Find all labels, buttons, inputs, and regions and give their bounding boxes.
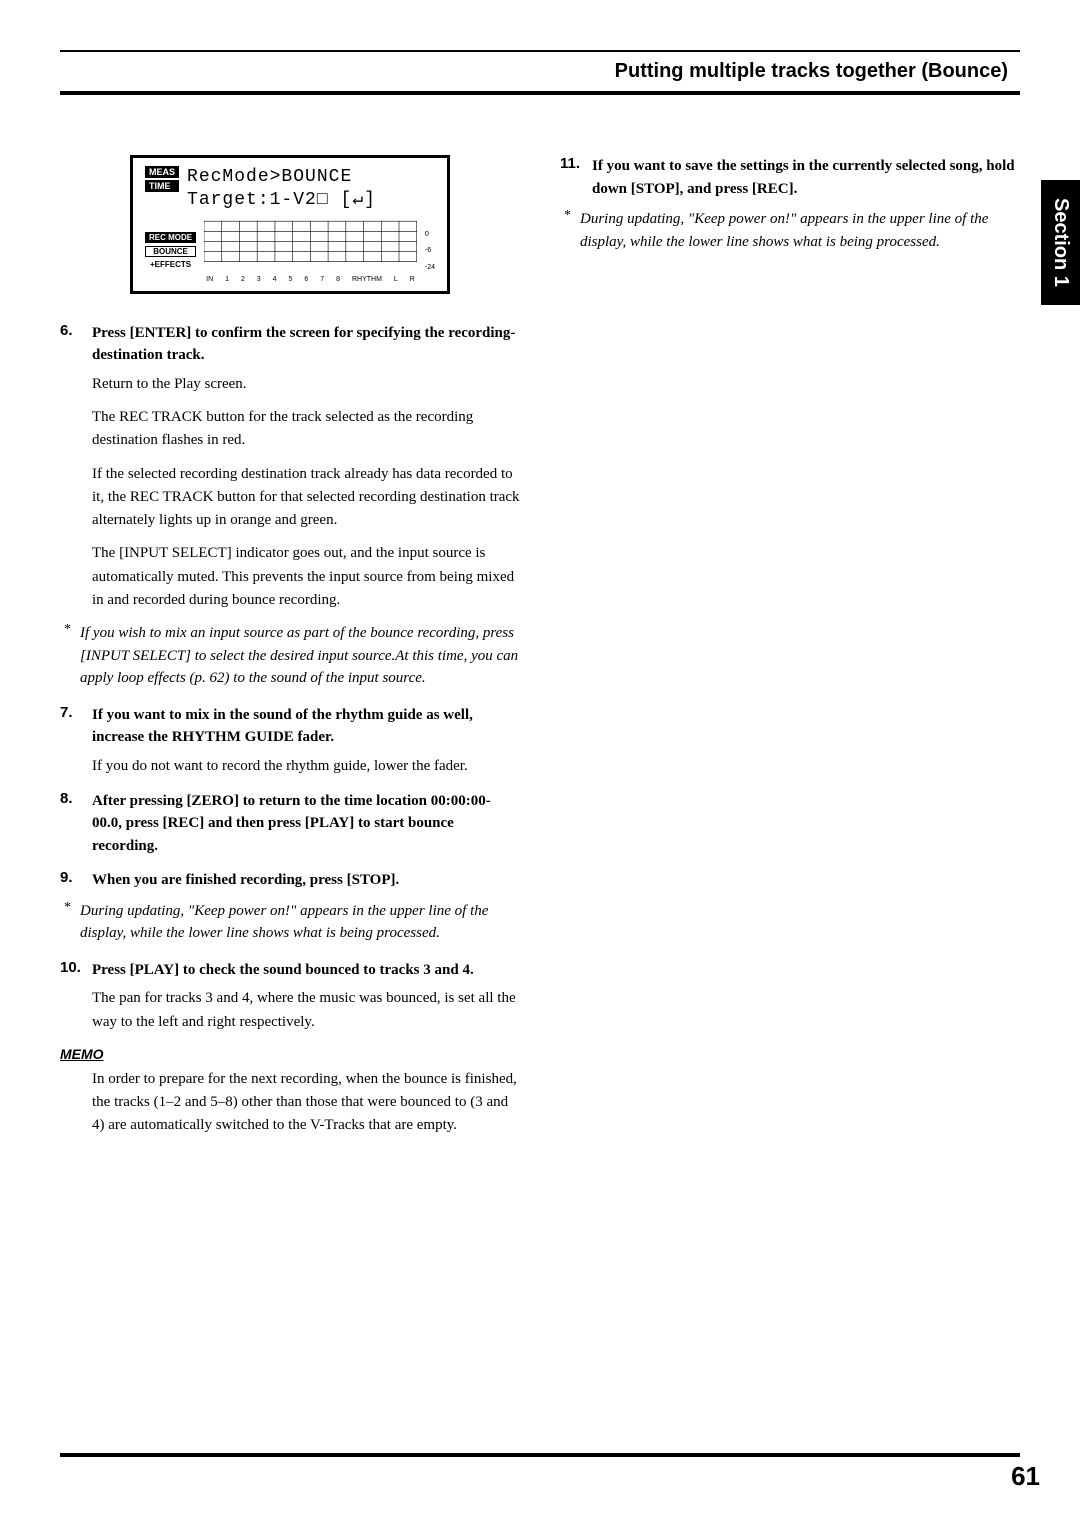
right-column: 11. If you want to save the settings in … — [560, 155, 1020, 1152]
step-10-num: 10. — [60, 959, 92, 982]
step-7: 7. If you want to mix in the sound of th… — [60, 704, 520, 778]
lcd-meas-label: MEAS — [145, 166, 179, 178]
lcd-mode-labels: REC MODE BOUNCE +EFFECTS — [145, 232, 196, 269]
step-7-p1: If you do not want to record the rhythm … — [92, 755, 520, 778]
step-6-bold: Press [ENTER] to confirm the screen for … — [92, 322, 520, 367]
step-11-num: 11. — [560, 155, 592, 200]
lcd-axis-8: 8 — [336, 276, 340, 283]
step-8-num: 8. — [60, 790, 92, 858]
step-8-bold: After pressing [ZERO] to return to the t… — [92, 790, 520, 858]
step-6-p2: The REC TRACK button for the track selec… — [92, 406, 520, 453]
lcd-meas-time-labels: MEAS TIME — [145, 166, 179, 192]
step-11: 11. If you want to save the settings in … — [560, 155, 1020, 253]
step-9-note: * During updating, "Keep power on!" appe… — [60, 900, 520, 945]
step-8: 8. After pressing [ZERO] to return to th… — [60, 790, 520, 858]
step-10-bold: Press [PLAY] to check the sound bounced … — [92, 959, 474, 982]
step-6-head: 6. Press [ENTER] to confirm the screen f… — [60, 322, 520, 367]
step-9-bold: When you are finished recording, press [… — [92, 869, 399, 892]
page-frame: Putting multiple tracks together (Bounce… — [60, 50, 1020, 1487]
lcd-axis-4: 4 — [273, 276, 277, 283]
lcd-bottom-area: REC MODE BOUNCE +EFFECTS — [145, 219, 435, 283]
step-7-num: 7. — [60, 704, 92, 749]
step-7-head: 7. If you want to mix in the sound of th… — [60, 704, 520, 749]
step-9: 9. When you are finished recording, pres… — [60, 869, 520, 945]
lcd-axis-3: 3 — [257, 276, 261, 283]
step-9-note-text: During updating, "Keep power on!" appear… — [80, 900, 520, 945]
step-6-p4: The [INPUT SELECT] indicator goes out, a… — [92, 542, 520, 612]
step-11-note: * During updating, "Keep power on!" appe… — [560, 208, 1020, 253]
step-11-bold: If you want to save the settings in the … — [592, 155, 1020, 200]
lcd-text-block: RecMode>BOUNCE Target:1-V2□ [↵] — [187, 166, 376, 213]
lcd-scale-6: -6 — [425, 247, 435, 254]
note-star-icon: * — [60, 900, 80, 945]
header-bar: Putting multiple tracks together (Bounce… — [60, 50, 1020, 95]
memo-block: MEMO In order to prepare for the next re… — [60, 1046, 520, 1138]
lcd-meter-grid: IN 1 2 3 4 5 6 7 8 RHYTHM L R — [204, 219, 417, 283]
step-6-note: * If you wish to mix an input source as … — [60, 622, 520, 690]
step-11-note-text: During updating, "Keep power on!" appear… — [580, 208, 1020, 253]
step-10: 10. Press [PLAY] to check the sound boun… — [60, 959, 520, 1034]
note-star-icon: * — [60, 622, 80, 690]
lcd-grid-svg — [204, 219, 417, 269]
step-6-num: 6. — [60, 322, 92, 367]
step-9-num: 9. — [60, 869, 92, 892]
lcd-line-1: RecMode>BOUNCE — [187, 166, 376, 189]
step-8-head: 8. After pressing [ZERO] to return to th… — [60, 790, 520, 858]
header-title: Putting multiple tracks together (Bounce… — [615, 60, 1020, 82]
step-6: 6. Press [ENTER] to confirm the screen f… — [60, 322, 520, 690]
lcd-recmode-label: REC MODE — [145, 232, 196, 243]
left-column: MEAS TIME RecMode>BOUNCE Target:1-V2□ [↵… — [60, 155, 520, 1152]
lcd-scale-24: -24 — [425, 264, 435, 271]
step-11-head: 11. If you want to save the settings in … — [560, 155, 1020, 200]
lcd-top-area: MEAS TIME RecMode>BOUNCE Target:1-V2□ [↵… — [145, 166, 435, 213]
step-9-head: 9. When you are finished recording, pres… — [60, 869, 520, 892]
lcd-axis-2: 2 — [241, 276, 245, 283]
step-6-note-text: If you wish to mix an input source as pa… — [80, 622, 520, 690]
lcd-axis-labels: IN 1 2 3 4 5 6 7 8 RHYTHM L R — [204, 276, 417, 283]
step-6-p1: Return to the Play screen. — [92, 373, 520, 396]
lcd-effects-label: +EFFECTS — [145, 260, 196, 269]
memo-label: MEMO — [60, 1046, 520, 1062]
lcd-axis-5: 5 — [289, 276, 293, 283]
content-columns: MEAS TIME RecMode>BOUNCE Target:1-V2□ [↵… — [60, 155, 1020, 1152]
step-10-head: 10. Press [PLAY] to check the sound boun… — [60, 959, 520, 982]
section-tab: Section 1 — [1041, 180, 1080, 305]
lcd-axis-l: L — [394, 276, 398, 283]
lcd-axis-1: 1 — [225, 276, 229, 283]
note-star-icon: * — [560, 208, 580, 253]
lcd-axis-r: R — [410, 276, 415, 283]
lcd-line-2: Target:1-V2□ [↵] — [187, 189, 376, 212]
footer-line — [60, 1453, 1020, 1457]
lcd-scale-0: 0 — [425, 231, 435, 238]
lcd-screen: MEAS TIME RecMode>BOUNCE Target:1-V2□ [↵… — [130, 155, 450, 294]
lcd-axis-in: IN — [206, 276, 213, 283]
lcd-bounce-label: BOUNCE — [145, 246, 196, 257]
lcd-time-label: TIME — [145, 180, 179, 192]
lcd-axis-6: 6 — [304, 276, 308, 283]
page-number: 61 — [1011, 1461, 1040, 1492]
step-6-p3: If the selected recording destination tr… — [92, 463, 520, 533]
step-10-p1: The pan for tracks 3 and 4, where the mu… — [92, 987, 520, 1034]
memo-body: In order to prepare for the next recordi… — [92, 1068, 520, 1138]
lcd-db-scale: 0 -6 -24 — [425, 231, 435, 271]
step-7-bold: If you want to mix in the sound of the r… — [92, 704, 520, 749]
lcd-axis-rhythm: RHYTHM — [352, 276, 382, 283]
lcd-axis-7: 7 — [320, 276, 324, 283]
